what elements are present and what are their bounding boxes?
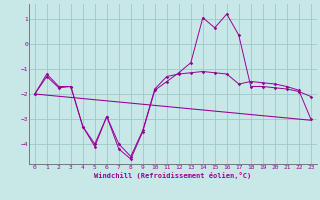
X-axis label: Windchill (Refroidissement éolien,°C): Windchill (Refroidissement éolien,°C) (94, 172, 252, 179)
